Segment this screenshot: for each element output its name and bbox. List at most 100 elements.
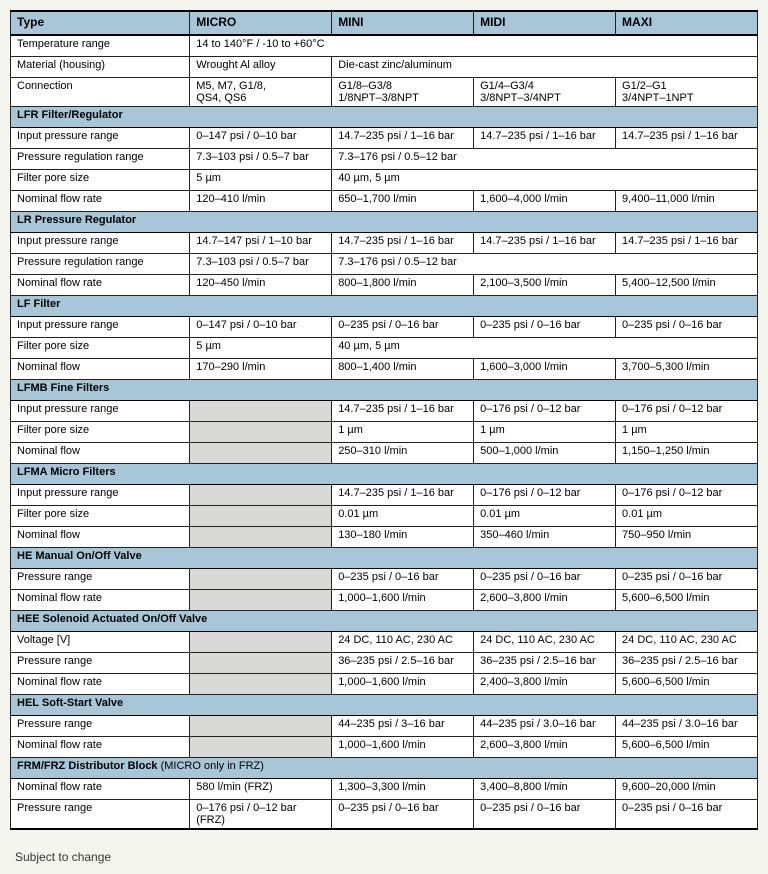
cell: 40 µm, 5 µm — [332, 170, 758, 191]
cell: 14.7–235 psi / 1–16 bar — [616, 233, 758, 254]
cell: 5,600–6,500 l/min — [616, 674, 758, 695]
cell: 0–147 psi / 0–10 bar — [190, 128, 332, 149]
row-label: Nominal flow rate — [11, 737, 190, 758]
cell: 1,000–1,600 l/min — [332, 737, 474, 758]
cell: M5, M7, G1/8,QS4, QS6 — [190, 78, 332, 107]
cell — [190, 674, 332, 695]
cell: 2,400–3,800 l/min — [474, 674, 616, 695]
row-label: Connection — [11, 78, 190, 107]
row-label: Temperature range — [11, 35, 190, 57]
cell: G1/8–G3/81/8NPT–3/8NPT — [332, 78, 474, 107]
cell — [190, 506, 332, 527]
cell: 40 µm, 5 µm — [332, 338, 758, 359]
cell: 9,400–11,000 l/min — [616, 191, 758, 212]
cell: 0–235 psi / 0–16 bar — [616, 569, 758, 590]
cell — [190, 653, 332, 674]
cell — [190, 422, 332, 443]
row-label: Input pressure range — [11, 128, 190, 149]
cell: Wrought Al alloy — [190, 57, 332, 78]
cell: 14.7–235 psi / 1–16 bar — [474, 233, 616, 254]
cell: 2,600–3,800 l/min — [474, 590, 616, 611]
row-label: Nominal flow — [11, 359, 190, 380]
cell: 5 µm — [190, 170, 332, 191]
section-title: LFR Filter/Regulator — [11, 107, 758, 128]
cell: 14.7–235 psi / 1–16 bar — [616, 128, 758, 149]
section-title: HE Manual On/Off Valve — [11, 548, 758, 569]
cell: 580 l/min (FRZ) — [190, 779, 332, 800]
cell: 9,600–20,000 l/min — [616, 779, 758, 800]
row-label: Nominal flow rate — [11, 674, 190, 695]
row-label: Nominal flow rate — [11, 275, 190, 296]
cell: 7.3–103 psi / 0.5–7 bar — [190, 254, 332, 275]
row-label: Input pressure range — [11, 317, 190, 338]
section-title: LR Pressure Regulator — [11, 212, 758, 233]
cell: 650–1,700 l/min — [332, 191, 474, 212]
section-note: (MICRO only in FRZ) — [161, 760, 264, 772]
cell — [190, 401, 332, 422]
row-label: Pressure range — [11, 800, 190, 830]
row-label: Nominal flow rate — [11, 191, 190, 212]
cell: 0.01 µm — [616, 506, 758, 527]
cell: 0–176 psi / 0–12 bar (FRZ) — [190, 800, 332, 830]
cell: 1 µm — [474, 422, 616, 443]
cell: 250–310 l/min — [332, 443, 474, 464]
col-type: Type — [11, 11, 190, 35]
cell: 3,700–5,300 l/min — [616, 359, 758, 380]
cell: 0–235 psi / 0–16 bar — [616, 317, 758, 338]
cell: 7.3–176 psi / 0.5–12 bar — [332, 149, 758, 170]
cell: 1,300–3,300 l/min — [332, 779, 474, 800]
cell: 14.7–147 psi / 1–10 bar — [190, 233, 332, 254]
cell: 0–235 psi / 0–16 bar — [474, 800, 616, 830]
cell: 0–176 psi / 0–12 bar — [474, 485, 616, 506]
cell: 0–235 psi / 0–16 bar — [474, 317, 616, 338]
cell: 1,000–1,600 l/min — [332, 590, 474, 611]
cell: G1/4–G3/43/8NPT–3/4NPT — [474, 78, 616, 107]
col-micro: MICRO — [190, 11, 332, 35]
cell: 44–235 psi / 3.0–16 bar — [616, 716, 758, 737]
row-label: Nominal flow — [11, 443, 190, 464]
cell: 36–235 psi / 2.5–16 bar — [616, 653, 758, 674]
cell: 5 µm — [190, 338, 332, 359]
cell — [190, 443, 332, 464]
row-label: Pressure range — [11, 653, 190, 674]
cell — [190, 485, 332, 506]
row-label: Filter pore size — [11, 170, 190, 191]
cell — [190, 716, 332, 737]
col-mini: MINI — [332, 11, 474, 35]
cell: 2,600–3,800 l/min — [474, 737, 616, 758]
cell: 14.7–235 psi / 1–16 bar — [332, 233, 474, 254]
cell: 36–235 psi / 2.5–16 bar — [474, 653, 616, 674]
cell: 0–235 psi / 0–16 bar — [616, 800, 758, 830]
row-label: Input pressure range — [11, 233, 190, 254]
cell — [190, 527, 332, 548]
cell: 14.7–235 psi / 1–16 bar — [332, 128, 474, 149]
cell: 120–450 l/min — [190, 275, 332, 296]
cell: 24 DC, 110 AC, 230 AC — [616, 632, 758, 653]
cell: 24 DC, 110 AC, 230 AC — [474, 632, 616, 653]
cell: 800–1,400 l/min — [332, 359, 474, 380]
cell: 500–1,000 l/min — [474, 443, 616, 464]
cell: 1,600–4,000 l/min — [474, 191, 616, 212]
cell: 0–176 psi / 0–12 bar — [474, 401, 616, 422]
cell: 14 to 140°F / -10 to +60°C — [190, 35, 758, 57]
cell: 0–147 psi / 0–10 bar — [190, 317, 332, 338]
cell: 0.01 µm — [332, 506, 474, 527]
cell: 0–235 psi / 0–16 bar — [332, 569, 474, 590]
cell — [190, 632, 332, 653]
cell: 24 DC, 110 AC, 230 AC — [332, 632, 474, 653]
footer-note: Subject to change — [10, 850, 758, 864]
cell: 1,600–3,000 l/min — [474, 359, 616, 380]
cell: 750–950 l/min — [616, 527, 758, 548]
cell: 44–235 psi / 3.0–16 bar — [474, 716, 616, 737]
section-title: LF Filter — [11, 296, 758, 317]
cell: 3,400–8,800 l/min — [474, 779, 616, 800]
cell: 800–1,800 l/min — [332, 275, 474, 296]
cell: 5,400–12,500 l/min — [616, 275, 758, 296]
cell: Die-cast zinc/aluminum — [332, 57, 758, 78]
row-label: Pressure range — [11, 569, 190, 590]
row-label: Pressure range — [11, 716, 190, 737]
row-label: Nominal flow rate — [11, 779, 190, 800]
row-label: Input pressure range — [11, 401, 190, 422]
cell: 7.3–103 psi / 0.5–7 bar — [190, 149, 332, 170]
cell: 0–235 psi / 0–16 bar — [474, 569, 616, 590]
